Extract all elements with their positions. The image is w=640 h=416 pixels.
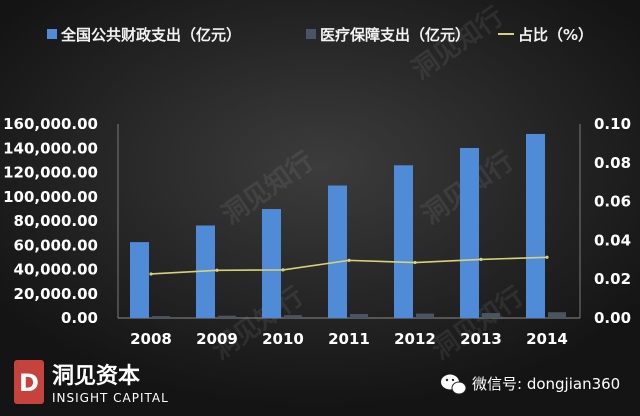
logo-letter: D (19, 369, 39, 397)
x-tick-label: 2012 (394, 330, 436, 348)
bar-total (394, 165, 413, 318)
wechat-icon (441, 374, 467, 395)
y-right-tick-label: 0.06 (594, 193, 631, 211)
y-left-tick-label: 160,000.00 (3, 115, 98, 133)
y-left-tick-label: 140,000.00 (3, 139, 98, 157)
point-ratio (413, 260, 417, 265)
bar-medical (350, 314, 368, 318)
x-tick-label: 2009 (196, 330, 238, 348)
bar-medical (152, 316, 170, 318)
brand-name-cn: 洞见资本 (52, 364, 140, 389)
y-left-tick-label: 60,000.00 (14, 236, 98, 254)
bar-total (328, 185, 347, 318)
brand-name-en: INSIGHT CAPITAL (52, 391, 169, 405)
bar-medical (284, 315, 302, 318)
bar-medical (482, 313, 500, 318)
legend-label-medical: 医疗保障支出（亿元） (320, 26, 470, 44)
watermarks: 洞见知行 洞见知行 洞见知行 洞见知行 洞见知行 (206, 1, 529, 366)
y-left-tick-label: 100,000.00 (3, 188, 98, 206)
legend: 全国公共财政支出（亿元） 医疗保障支出（亿元） 占比（%） (47, 26, 593, 44)
y-left-tick-label: 120,000.00 (3, 164, 98, 182)
bar-total (460, 147, 479, 318)
bar-medical (416, 313, 434, 318)
bar-total (526, 133, 545, 318)
y-left-tick-label: 40,000.00 (14, 261, 98, 279)
legend-label-ratio: 占比（%） (518, 26, 593, 44)
point-ratio (215, 268, 219, 272)
bar-total (262, 209, 281, 318)
x-tick-label: 2008 (130, 330, 172, 348)
plot-area: 0.00 20,000.00 40,000.00 60,000.00 80,000.00… (3, 115, 631, 348)
bar-medical (548, 312, 566, 318)
y-right-tick-label: 0.02 (594, 270, 631, 288)
point-ratio (281, 268, 285, 272)
x-tick-label: 2014 (526, 330, 568, 348)
point-ratio (479, 257, 483, 262)
y-left-tick-label: 20,000.00 (14, 285, 98, 303)
y-left-tick-label: 0.00 (61, 309, 98, 327)
y-right-tick-label: 0.10 (594, 115, 631, 133)
point-ratio (545, 255, 549, 259)
logo-mark (14, 360, 44, 404)
brand-logo: D 洞见资本 INSIGHT CAPITAL (14, 360, 169, 405)
legend-swatch-medical (306, 29, 316, 39)
bar-total (196, 225, 215, 318)
y-right-tick-label: 0.04 (594, 231, 631, 249)
x-tick-label: 2011 (328, 330, 370, 348)
y-right-tick-label: 0.08 (594, 154, 631, 172)
legend-label-total: 全国公共财政支出（亿元） (60, 26, 241, 44)
watermark-text: 洞见知行 (206, 281, 309, 366)
wechat-account: 微信号: dongjian360 (472, 375, 620, 393)
wechat-id: 微信号: dongjian360 (441, 374, 620, 395)
y-left-tick-label: 80,000.00 (14, 212, 98, 230)
x-tick-label: 2013 (460, 330, 502, 348)
bar-total (130, 242, 149, 318)
point-ratio (149, 272, 153, 276)
bar-medical (218, 315, 236, 318)
point-ratio (347, 258, 351, 262)
y-right-tick-label: 0.00 (594, 309, 631, 327)
legend-swatch-total (47, 29, 57, 39)
x-tick-label: 2010 (262, 330, 304, 348)
